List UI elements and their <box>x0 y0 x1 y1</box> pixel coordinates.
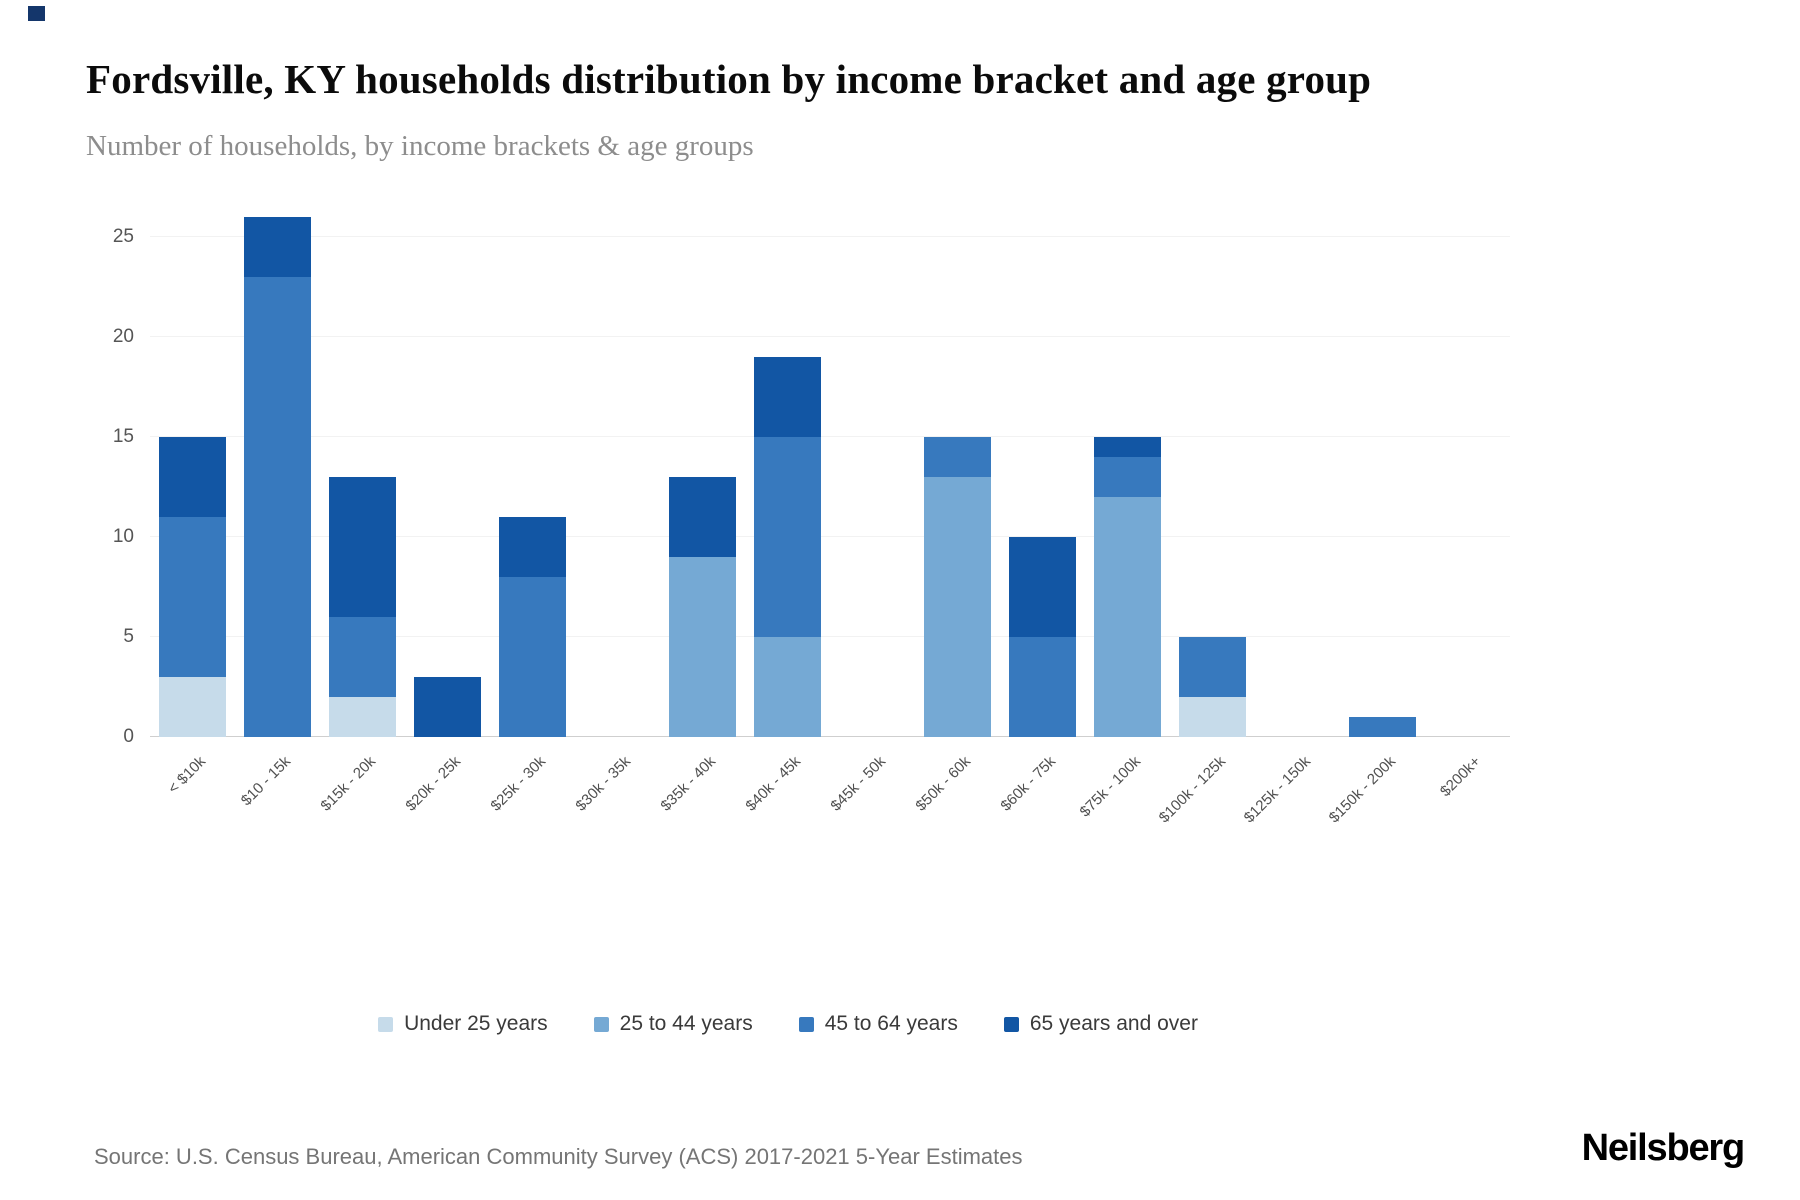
legend-swatch <box>378 1016 394 1032</box>
bar-segment <box>754 437 821 638</box>
bar-$50k - 60k <box>915 207 1000 738</box>
y-tick-label: 15 <box>112 426 134 448</box>
bar-$75k - 100k <box>1085 207 1170 738</box>
gridline-0 <box>150 736 1510 738</box>
y-tick-label: 20 <box>112 326 134 348</box>
legend-swatch <box>593 1016 609 1032</box>
gridline-25 <box>150 236 1510 238</box>
bar-segment <box>244 217 311 278</box>
legend-item: Under 25 years <box>378 1012 548 1036</box>
bar-segment <box>159 517 226 678</box>
plot-area: 0 5 10 15 20 25 <box>113 207 1510 747</box>
neilsberg-logo: Neilsberg <box>1581 1127 1746 1169</box>
bar-segment <box>1009 637 1076 738</box>
bar-segment <box>1094 497 1161 738</box>
bar-$125k - 150k <box>1255 207 1340 737</box>
bar-$200k+ <box>1425 207 1510 737</box>
bar-segment <box>754 357 821 438</box>
chart-title: Fordsville, KY households distribution b… <box>86 56 1372 102</box>
bar-segment <box>924 437 991 478</box>
bar-$35k - 40k <box>660 207 745 738</box>
legend-item: 65 years and over <box>1003 1012 1198 1036</box>
bar-segment <box>1179 697 1246 738</box>
x-axis-labels: < $10k $10 - 15k $15k - 20k $20k - 25k $25k … <box>150 737 1510 867</box>
bar-segment <box>414 677 481 738</box>
bar-segment <box>754 637 821 738</box>
footer: Source: U.S. Census Bureau, American Com… <box>94 1127 1746 1170</box>
bar-segment <box>1179 637 1246 698</box>
bar-segment <box>1094 437 1161 458</box>
source-text: Source: U.S. Census Bureau, American Com… <box>94 1144 1023 1169</box>
bar-$40k - 45k <box>745 207 830 738</box>
gridline-20 <box>150 336 1510 338</box>
bar-segment <box>244 277 311 738</box>
gridline-5 <box>150 636 1510 638</box>
bar-segment <box>669 557 736 738</box>
legend-item: 45 to 64 years <box>798 1012 958 1036</box>
y-tick-label: 5 <box>123 626 134 648</box>
legend-label: Under 25 years <box>404 1012 548 1036</box>
y-tick-label: 0 <box>123 726 134 748</box>
legend-label: 65 years and over <box>1029 1012 1198 1036</box>
stacked-bar-chart: 0 5 10 15 20 25 < $10k $10 - 15k $15k - 20k $20k… <box>66 207 1536 1036</box>
bar-segment <box>499 577 566 738</box>
bar-< $10k <box>150 207 235 738</box>
legend-label: 45 to 64 years <box>824 1012 958 1036</box>
bar-segment <box>329 617 396 698</box>
bar-$20k - 25k <box>405 207 490 738</box>
bar-$30k - 35k <box>575 207 660 737</box>
bar-segment <box>1094 457 1161 498</box>
bar-segment <box>499 517 566 578</box>
chart-subtitle: Number of households, by income brackets… <box>86 130 754 163</box>
bar-segment <box>159 437 226 518</box>
legend-swatch <box>798 1016 814 1032</box>
legend-swatch <box>1003 1016 1019 1032</box>
legend-label: 25 to 44 years <box>619 1012 753 1036</box>
legend: Under 25 years 25 to 44 years 45 to 64 yea… <box>66 1012 1510 1036</box>
bar-segment <box>159 677 226 738</box>
bar-$100k - 125k <box>1170 207 1255 738</box>
bar-$25k - 30k <box>490 207 575 738</box>
bar-$60k - 75k <box>1000 207 1085 738</box>
y-tick-label: 25 <box>112 226 134 248</box>
bar-segment <box>924 477 991 738</box>
corner-accent <box>28 6 45 21</box>
bar-$10 - 15k <box>235 207 320 738</box>
bar-$15k - 20k <box>320 207 405 738</box>
gridline-15 <box>150 436 1510 438</box>
bar-segment <box>669 477 736 558</box>
bar-segment <box>329 477 396 618</box>
bar-$45k - 50k <box>830 207 915 737</box>
y-tick-label: 10 <box>112 526 134 548</box>
bar-segment <box>1009 537 1076 638</box>
bar-segment <box>329 697 396 738</box>
bar-segment <box>1349 717 1416 738</box>
bar-$150k - 200k <box>1340 207 1425 738</box>
gridline-10 <box>150 536 1510 538</box>
legend-item: 25 to 44 years <box>593 1012 753 1036</box>
